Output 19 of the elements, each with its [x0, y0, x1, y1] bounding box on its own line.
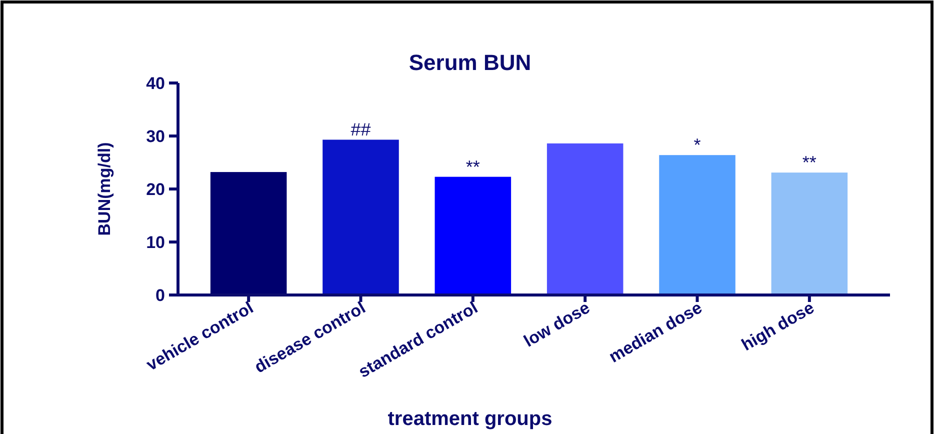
annotation: ##: [350, 120, 371, 140]
x-tick-label: low dose: [520, 298, 594, 351]
x-axis-title: treatment groups: [388, 408, 552, 430]
y-tick-label: 40: [146, 74, 165, 93]
y-tick-label: 10: [146, 232, 165, 252]
bar: [434, 176, 512, 295]
y-tick-label: 30: [146, 126, 165, 146]
annotation: **: [466, 156, 480, 177]
x-tick-label: high dose: [738, 298, 818, 355]
annotation: *: [694, 135, 701, 156]
bar: [546, 143, 624, 295]
y-tick-label: 0: [156, 286, 165, 305]
bar: [771, 172, 848, 295]
bar: [659, 155, 736, 295]
y-tick-label: 20: [146, 180, 165, 199]
bar: [322, 140, 399, 295]
chart-title: Serum BUN: [408, 50, 532, 75]
annotation: **: [802, 152, 816, 173]
y-axis-title: BUN(mg/dl): [95, 142, 114, 236]
